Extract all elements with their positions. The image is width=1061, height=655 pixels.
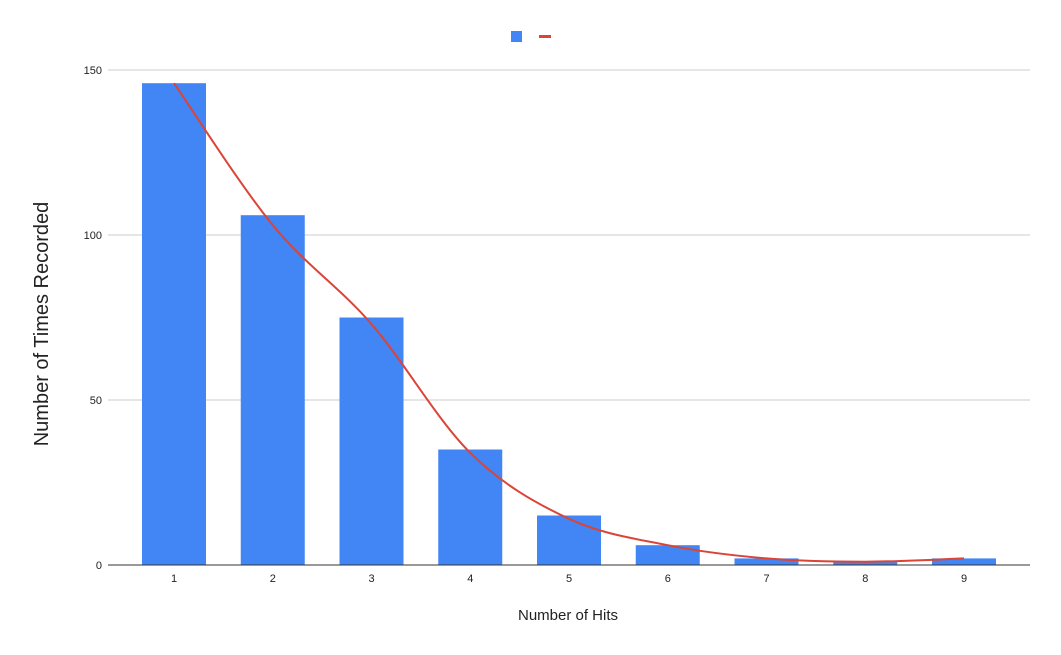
x-tick-label: 9 xyxy=(961,573,967,585)
bar xyxy=(240,215,305,565)
x-tick-label: 1 xyxy=(171,573,177,585)
x-tick-label: 2 xyxy=(270,573,276,585)
bar xyxy=(833,561,898,565)
bar xyxy=(932,558,996,565)
bar xyxy=(142,83,206,565)
bar xyxy=(438,449,503,565)
x-tick-label: 6 xyxy=(665,573,671,585)
x-tick-label: 8 xyxy=(862,573,868,585)
bar xyxy=(635,545,700,565)
bar-series xyxy=(142,83,996,565)
y-tick-label: 100 xyxy=(84,230,102,242)
x-tick-label: 4 xyxy=(467,573,473,585)
x-axis-tick-labels: 1 2 3 4 5 6 7 8 9 xyxy=(171,573,967,585)
bar xyxy=(339,317,404,565)
y-axis-tick-labels: 0 50 100 150 xyxy=(84,65,102,572)
x-axis-title: Number of Hits xyxy=(518,607,618,624)
legend-swatch-trend-line xyxy=(539,35,551,38)
chart-legend xyxy=(511,31,551,42)
y-axis-title: Number of Times Recorded xyxy=(31,202,53,447)
y-tick-label: 0 xyxy=(96,560,102,572)
legend-swatch-bars xyxy=(511,31,522,42)
trend-line xyxy=(173,82,965,563)
bar xyxy=(734,558,799,565)
bar xyxy=(537,515,601,565)
x-tick-label: 5 xyxy=(566,573,572,585)
y-tick-label: 150 xyxy=(84,65,102,77)
x-tick-label: 3 xyxy=(368,573,374,585)
y-tick-label: 50 xyxy=(90,395,102,407)
x-tick-label: 7 xyxy=(763,573,769,585)
